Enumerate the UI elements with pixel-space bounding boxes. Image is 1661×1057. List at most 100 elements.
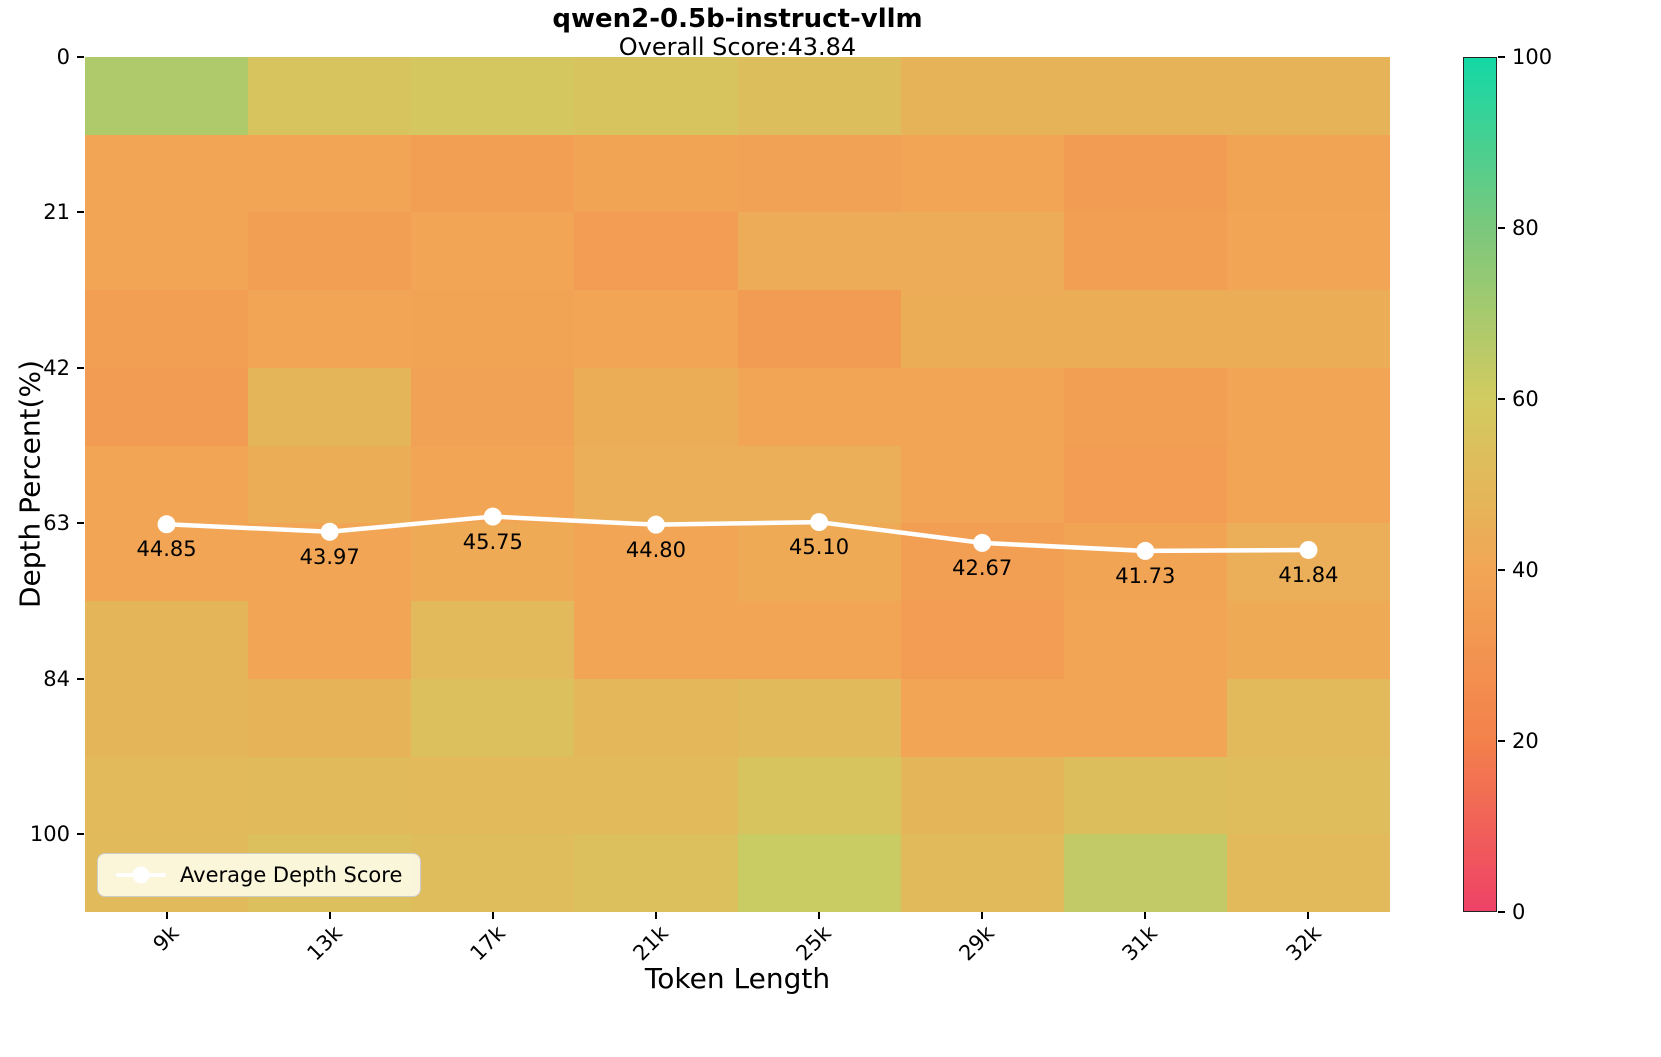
y-tick-label: 0 — [56, 45, 70, 69]
heatmap-cell — [900, 134, 1064, 213]
colorbar-tick-label: 100 — [1512, 45, 1553, 69]
colorbar-tick-mark — [1498, 569, 1505, 571]
heatmap-cell — [1063, 834, 1227, 912]
heatmap-cell — [411, 834, 575, 912]
x-tick-mark — [654, 912, 657, 919]
chart-subtitle: Overall Score:43.84 — [618, 33, 857, 61]
heatmap-cell — [1063, 212, 1227, 291]
heatmap-cell — [85, 212, 249, 291]
x-tick-label: 31k — [1117, 921, 1163, 966]
legend-dot-icon — [132, 866, 150, 884]
heatmap-cell — [85, 601, 249, 679]
heatmap-cell — [411, 290, 575, 368]
colorbar-tick-mark — [1498, 56, 1505, 58]
heatmap-cell — [1063, 756, 1227, 835]
x-tick-mark — [981, 912, 984, 919]
average-depth-line — [164, 514, 1311, 554]
x-tick-label: 13k — [302, 921, 347, 966]
line-point-marker — [1299, 540, 1318, 559]
heatmap-cell — [411, 134, 575, 213]
x-tick-mark — [1307, 912, 1310, 919]
line-value-label: 44.85 — [136, 537, 197, 562]
line-point-marker — [973, 533, 992, 552]
heatmap-cell — [248, 367, 412, 446]
heatmap-cell — [900, 834, 1064, 912]
heatmap-cell — [1226, 57, 1390, 135]
heatmap-cell — [85, 367, 249, 446]
heatmap-cell — [737, 756, 901, 835]
heatmap-cell — [574, 601, 738, 679]
heatmap-cell — [900, 57, 1064, 135]
heatmap-cell — [574, 367, 738, 446]
colorbar-tick-mark — [1498, 227, 1505, 229]
heatmap-cell — [1063, 367, 1227, 446]
x-tick-label: 9k — [148, 921, 184, 957]
heatmap-cell — [248, 134, 412, 213]
heatmap-cell — [1226, 445, 1390, 524]
heatmap-cell — [411, 678, 575, 757]
x-tick-mark — [328, 912, 331, 919]
heatmap-cell — [411, 601, 575, 679]
line-value-label: 41.73 — [1115, 563, 1176, 588]
line-value-label: 42.67 — [952, 555, 1013, 580]
line-point-marker — [1136, 541, 1155, 560]
y-tick-mark — [77, 522, 84, 525]
colorbar-tick-label: 80 — [1512, 216, 1539, 240]
heatmap-cell — [1063, 134, 1227, 213]
colorbar-tick-mark — [1498, 740, 1505, 742]
colorbar-tick-label: 0 — [1512, 900, 1526, 924]
heatmap-cell — [1063, 523, 1227, 602]
heatmap-cell — [900, 678, 1064, 757]
line-point-marker — [320, 522, 339, 541]
colorbar-tick-label: 20 — [1512, 729, 1539, 753]
heatmap-cell — [411, 57, 575, 135]
heatmap-cell — [737, 367, 901, 446]
colorbar — [1463, 57, 1497, 912]
heatmap-cell — [574, 756, 738, 835]
heatmap-cell — [737, 601, 901, 679]
heatmap-cell — [1226, 290, 1390, 368]
heatmap-cell — [900, 212, 1064, 291]
heatmap-cell — [1226, 756, 1390, 835]
heatmap-cell — [411, 367, 575, 446]
y-tick-mark — [77, 56, 84, 58]
heatmap-cell — [248, 756, 412, 835]
x-tick-mark — [818, 912, 821, 919]
heatmap-cell — [1226, 212, 1390, 291]
legend-line-marker-icon — [116, 866, 166, 884]
heatmap-cell — [85, 57, 249, 135]
y-axis-label: Depth Percent(%) — [13, 360, 47, 608]
heatmap-cell — [900, 756, 1064, 835]
heatmap-cell — [248, 445, 412, 524]
y-tick-mark — [77, 833, 84, 836]
line-point-marker — [810, 513, 829, 532]
colorbar-tick-label: 40 — [1512, 558, 1539, 582]
heatmap-cell — [1226, 834, 1390, 912]
heatmap-cell — [248, 678, 412, 757]
line-value-label: 45.75 — [462, 529, 523, 554]
heatmap-cell — [85, 523, 249, 602]
heatmap-cell — [248, 57, 412, 135]
heatmap-cell — [900, 445, 1064, 524]
legend: Average Depth Score — [97, 853, 422, 897]
heatmap-cell — [1226, 367, 1390, 446]
chart-title: qwen2-0.5b-instruct-vllm — [552, 4, 923, 34]
heatmap-cell — [1063, 445, 1227, 524]
heatmap-cell — [1063, 57, 1227, 135]
heatmap-cell — [737, 834, 901, 912]
heatmap-cell — [574, 212, 738, 291]
heatmap-cell — [411, 523, 575, 602]
heatmap-cell — [737, 212, 901, 291]
heatmap-cell — [1226, 601, 1390, 679]
x-axis-label: Token Length — [644, 962, 831, 995]
heatmap-cell — [737, 134, 901, 213]
heatmap-cell — [1063, 290, 1227, 368]
heatmap-cell — [411, 212, 575, 291]
heatmap-cell — [900, 367, 1064, 446]
plot-area: 44.85 43.97 45.75 44.80 45.10 42.67 41.73 41.84 — [85, 57, 1390, 912]
colorbar-tick-mark — [1498, 911, 1505, 913]
heatmap-cell — [900, 601, 1064, 679]
heatmap-cell — [574, 678, 738, 757]
legend-label: Average Depth Score — [180, 863, 403, 887]
heatmap-cell — [411, 756, 575, 835]
